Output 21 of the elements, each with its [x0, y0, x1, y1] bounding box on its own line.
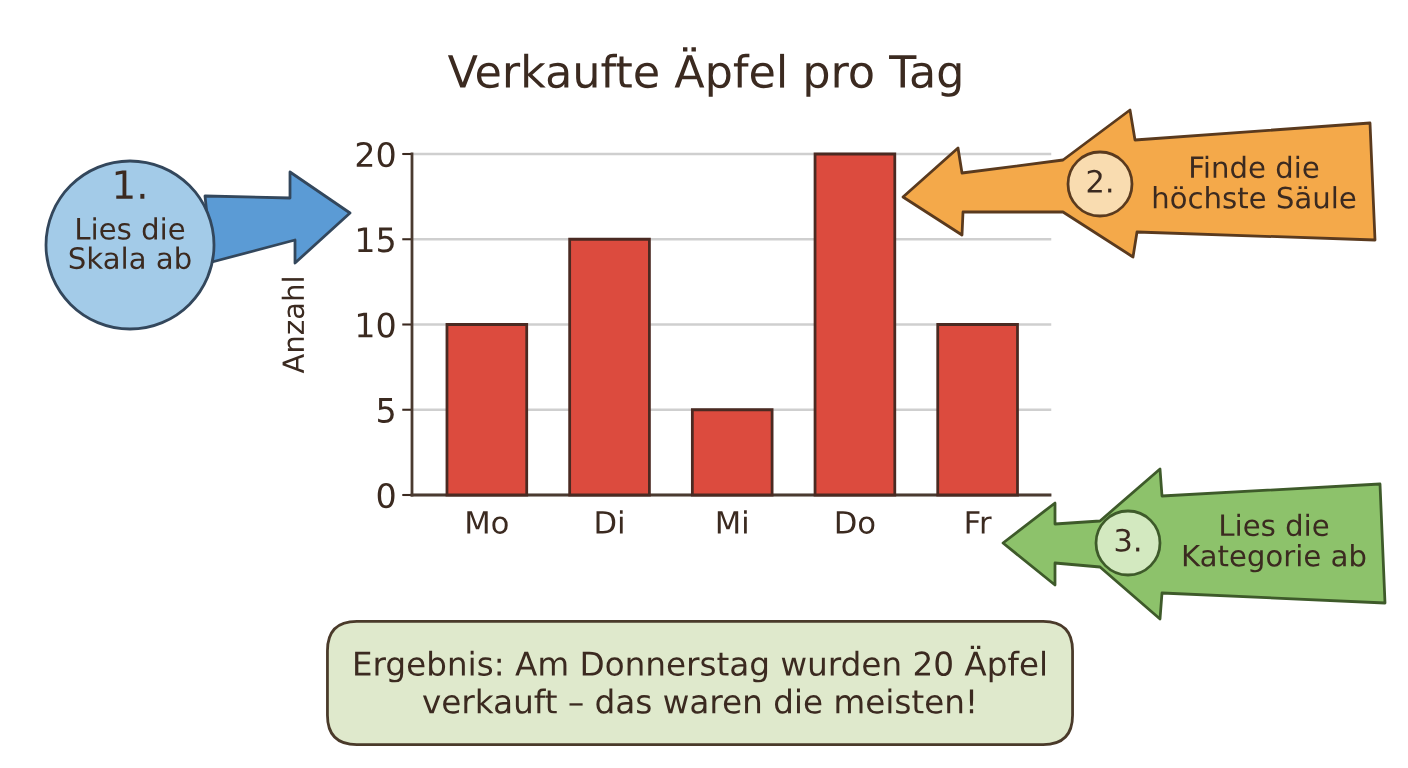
y-tick-label: 5: [378, 398, 394, 423]
x-tick-label: Di: [596, 510, 623, 534]
bar: [936, 323, 1019, 497]
x-tick-label: Mo: [467, 511, 508, 534]
text: 3. Lies die Kategorie ab: [1115, 513, 1366, 573]
text: Ergebnis: Am Donnerstag wurden 20 Äpfel verkauft – das waren die meisten!: [355, 645, 1046, 714]
bar: [568, 237, 651, 497]
y-tick-label: 15: [357, 227, 394, 253]
bar: [813, 152, 897, 497]
bar: [445, 323, 529, 497]
bar: [690, 408, 774, 497]
x-tick-label: Mi: [717, 510, 747, 534]
text: 2. Finde die höchste Säule: [1087, 155, 1356, 209]
text: 1. Lies die Skala ab: [69, 170, 191, 270]
y-axis-title: Anzahl: [281, 278, 305, 374]
x-tick-label: Do: [836, 511, 875, 534]
y-tick-label: 20: [356, 141, 395, 168]
chart-title: Verkaufte Äpfel pro Tag: [447, 47, 961, 97]
y-tick-label: 10: [357, 312, 395, 338]
x-tick-label: Fr: [966, 511, 992, 534]
y-tick-label: 0: [377, 482, 395, 509]
